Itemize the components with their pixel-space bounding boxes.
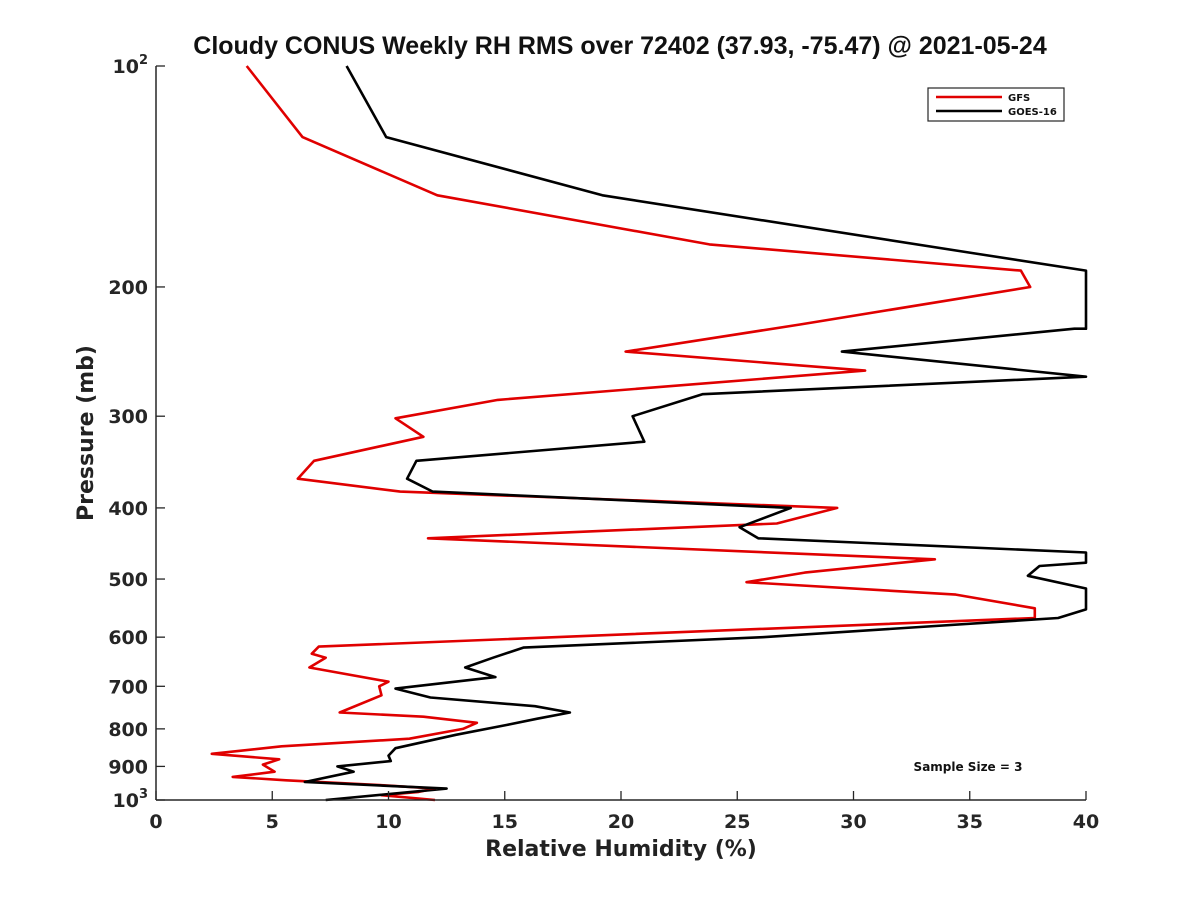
y-tick-label: 600: [108, 627, 148, 649]
x-axis-label: Relative Humidity (%): [485, 837, 757, 862]
legend-label-gfs: GFS: [1008, 93, 1030, 104]
x-tick-label: 5: [266, 811, 279, 833]
series-layer: [210, 65, 1088, 802]
x-tick-label: 15: [492, 811, 518, 833]
plot-area: 0 5 10 15 20 25 30 35 40 102 200 300 400 500 600 700 80…: [108, 53, 1099, 833]
y-tick-label: 700: [108, 676, 148, 698]
x-tick-label: 25: [724, 811, 750, 833]
legend-label-goes16: GOES-16: [1008, 107, 1057, 118]
x-ticks: 0 5 10 15 20 25 30 35 40: [149, 791, 1099, 833]
y-tick-label: 500: [108, 569, 148, 591]
x-tick-label: 10: [375, 811, 401, 833]
y-tick-label: 200: [108, 277, 148, 299]
chart-title: Cloudy CONUS Weekly RH RMS over 72402 (3…: [193, 32, 1047, 60]
y-tick-label: 102: [113, 53, 149, 78]
series-line-gfs: [210, 65, 1037, 802]
y-tick-label: 103: [113, 787, 149, 812]
x-tick-label: 20: [608, 811, 634, 833]
y-tick-label: 300: [108, 406, 148, 428]
x-tick-label: 40: [1073, 811, 1099, 833]
y-tick-label: 400: [108, 498, 148, 520]
y-ticks: 102 200 300 400 500 600 700 800 900 103: [108, 53, 165, 812]
x-tick-label: 0: [149, 811, 162, 833]
sample-size-annotation: Sample Size = 3: [914, 760, 1023, 774]
series-line-goes16: [303, 65, 1088, 802]
y-axis-label: Pressure (mb): [74, 345, 99, 521]
x-tick-label: 35: [957, 811, 983, 833]
legend-box: [927, 87, 1065, 122]
y-tick-label: 900: [108, 756, 148, 778]
legend: GFS GOES-16: [927, 87, 1065, 122]
y-tick-label: 800: [108, 719, 148, 741]
x-tick-label: 30: [840, 811, 866, 833]
